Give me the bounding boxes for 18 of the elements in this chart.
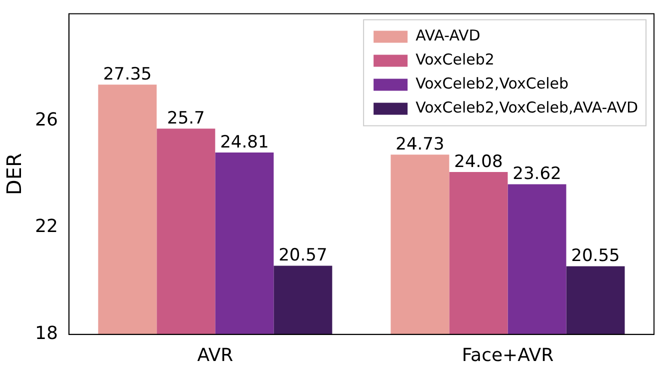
data-label: 24.08 [454, 152, 503, 172]
y-tick-label: 18 [35, 323, 58, 344]
legend-label: VoxCeleb2 [416, 50, 494, 69]
data-label: 27.35 [103, 64, 152, 85]
legend-label: VoxCeleb2,VoxCeleb [416, 74, 569, 93]
data-label: 25.7 [166, 108, 205, 129]
data-label: 23.62 [512, 164, 562, 184]
data-label: 20.57 [278, 246, 328, 266]
x-tick-label: AVR [197, 344, 234, 366]
y-tick-label: 22 [35, 216, 58, 238]
data-label: 20.55 [571, 246, 620, 266]
legend-label: AVA-AVD [416, 26, 480, 45]
y-tick-label: 26 [35, 109, 58, 130]
data-label: 24.81 [220, 132, 269, 152]
legend-label: VoxCeleb2,VoxCeleb,AVA-AVD [416, 98, 638, 117]
y-axis-title: DER [2, 153, 26, 196]
data-label: 24.73 [396, 134, 444, 155]
x-tick-label: Face+AVR [462, 344, 554, 366]
